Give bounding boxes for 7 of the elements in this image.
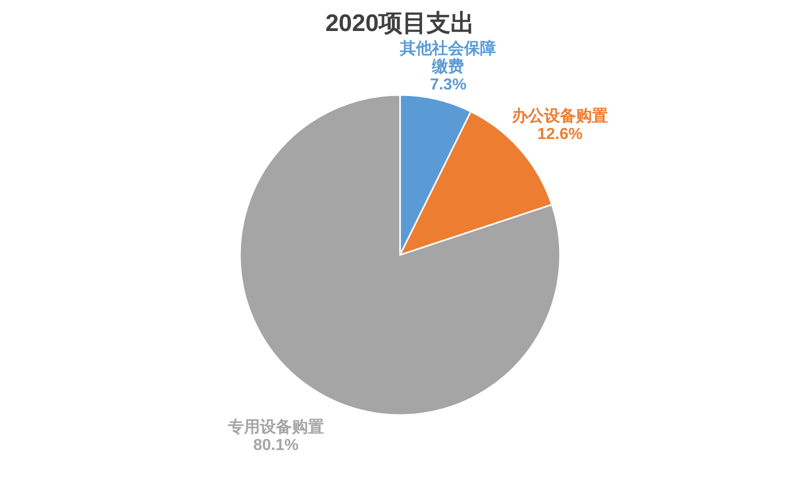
data-label: 12.6% <box>537 126 583 143</box>
slice-label: 其他社会保障缴费 <box>399 40 496 76</box>
slice-label: 办公设备购置 <box>510 106 608 125</box>
data-label: 80.1% <box>253 436 299 454</box>
chart-title: 2020项目支出 <box>325 10 475 37</box>
slice-label: 专用设备购置 <box>226 418 324 436</box>
data-label: 7.3% <box>430 76 466 94</box>
